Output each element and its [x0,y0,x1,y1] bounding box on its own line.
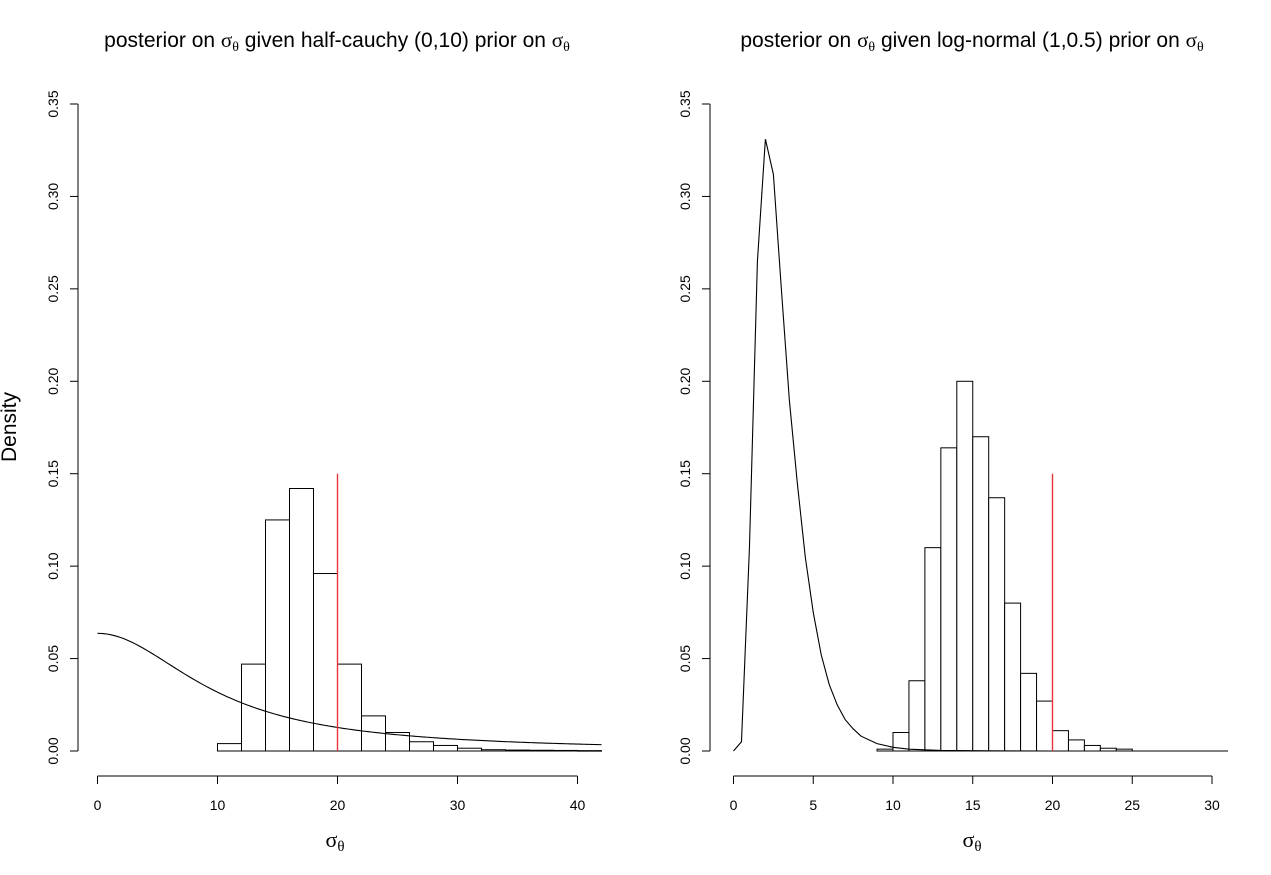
panel-left: posterior on σθ given half-cauchy (0,10)… [45,28,602,855]
histogram-bar [433,744,458,752]
panel-right-x-axis-label: σθ [962,827,981,855]
panel-left-histogram [217,488,602,752]
histogram-bar [529,749,554,752]
panel-left-x-axis: 0 10 20 30 40 [94,775,586,813]
panel-left-y-axis: 0.00 0.05 0.10 0.15 0.20 0.25 0.30 0.35 [45,90,79,765]
y-tick-label: 0.20 [45,367,61,394]
y-tick-label: 0.10 [677,552,693,579]
panel-right-y-axis: 0.00 0.05 0.10 0.15 0.20 0.25 0.30 0.35 [677,90,711,765]
histogram-bar [1020,672,1038,752]
histogram-bar [1083,744,1101,752]
y-axis-label: Density [0,391,21,462]
x-tick-label: 20 [330,797,346,813]
y-tick-label: 0.25 [45,275,61,302]
y-tick-label: 0.30 [677,183,693,210]
y-tick-label: 0.00 [45,737,61,764]
x-tick-label: 25 [1124,797,1140,813]
histogram-bar [577,750,602,752]
y-tick-label: 0.35 [677,90,693,117]
y-tick-label: 0.15 [677,460,693,487]
panel-right-title: posterior on σθ given log-normal (1,0.5)… [740,28,1204,55]
panel-right-histogram [876,380,1133,752]
histogram-bar [289,488,314,752]
histogram-bar [956,380,974,752]
x-tick-label: 0 [94,797,102,813]
histogram-bar [908,680,926,752]
y-tick-label: 0.10 [45,552,61,579]
panel-right-title-part2: given log-normal (1,0.5) prior on [875,29,1185,52]
histogram-bar [409,741,434,752]
x-tick-label: 0 [730,797,738,813]
panel-left-prior-curve [97,632,602,746]
histogram-bar [481,749,506,752]
panel-right-title-part1: posterior on [740,29,857,52]
panel-right: posterior on σθ given log-normal (1,0.5)… [677,28,1228,855]
histogram-bar [972,436,990,752]
histogram-bar [337,663,362,752]
histogram-bar [217,743,242,752]
histogram-bar [1067,739,1085,752]
y-tick-label: 0.15 [45,460,61,487]
x-tick-label: 15 [965,797,981,813]
histogram-bar [924,547,942,752]
x-tick-label: 10 [210,797,226,813]
panel-left-title-part1: posterior on [104,29,221,52]
y-tick-label: 0.25 [677,275,693,302]
y-tick-label: 0.05 [677,645,693,672]
histogram-bar [457,747,482,752]
x-tick-label: 20 [1045,797,1061,813]
panel-right-prior-curve [733,138,1228,752]
prior-density-curve [733,138,1228,752]
histogram-bar [265,519,290,752]
histogram-bar [1052,730,1069,752]
prior-density-curve [97,632,602,746]
histogram-bar [553,749,578,752]
y-tick-label: 0.30 [45,183,61,210]
histogram-bar [940,447,958,752]
x-tick-label: 40 [570,797,586,813]
histogram-bar [988,497,1006,752]
histogram-bar [1036,700,1054,752]
histogram-bar [505,749,530,752]
y-tick-label: 0.00 [677,737,693,764]
panel-left-title-part2: given half-cauchy (0,10) prior on [239,29,552,52]
y-tick-label: 0.35 [45,90,61,117]
panel-left-title: posterior on σθ given half-cauchy (0,10)… [104,28,570,55]
y-tick-label: 0.05 [45,645,61,672]
x-tick-label: 10 [885,797,901,813]
histogram-bar [876,748,894,752]
x-tick-label: 5 [809,797,817,813]
x-tick-label: 30 [450,797,466,813]
panel-left-x-axis-label: σθ [325,827,344,855]
histogram-bar [1004,602,1022,752]
panel-right-x-axis: 0 5 10 15 20 25 30 [730,775,1220,813]
y-tick-label: 0.20 [677,367,693,394]
x-tick-label: 30 [1204,797,1220,813]
